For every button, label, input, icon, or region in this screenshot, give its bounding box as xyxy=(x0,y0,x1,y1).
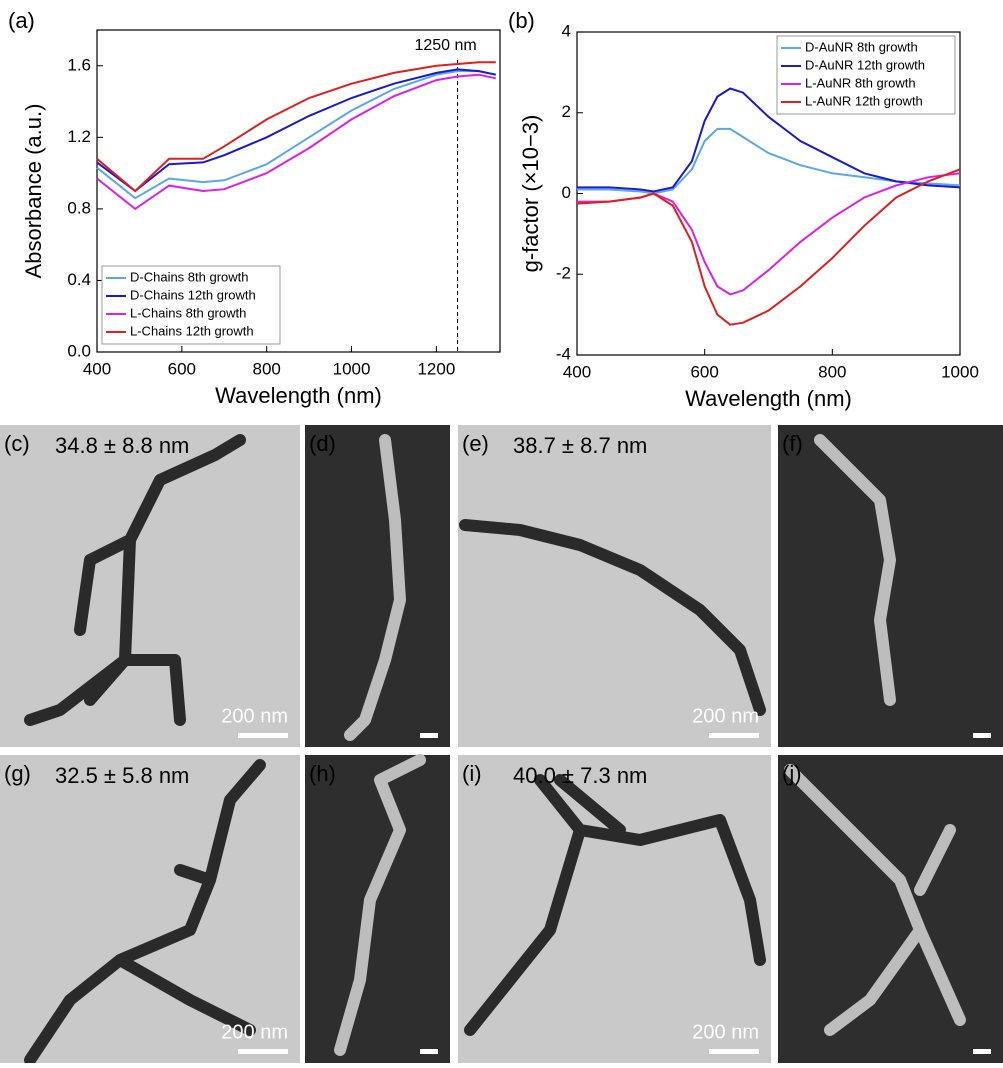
y-axis-label: Absorbance (a.u.) xyxy=(21,104,46,279)
legend-label: D-Chains 12th growth xyxy=(130,287,256,302)
nanorod-chain xyxy=(464,774,766,1036)
x-tick-label: 600 xyxy=(690,362,718,381)
measurement: 32.5 ± 5.8 nm xyxy=(55,763,189,788)
nanorod-chain xyxy=(24,759,266,1066)
scale-bar-label: 200 nm xyxy=(692,1021,759,1043)
y-axis-label: g-factor (×10−3) xyxy=(518,115,543,273)
scale-bar-label: 200 nm xyxy=(221,705,288,727)
scale-bar-label: 200 nm xyxy=(221,1021,288,1043)
data-line xyxy=(577,127,961,195)
x-tick-label: 600 xyxy=(168,359,196,378)
plot-frame xyxy=(96,29,501,353)
legend-label: D-AuNR 12th growth xyxy=(805,57,925,72)
nanorod-chain xyxy=(24,434,246,726)
panel-label: (j) xyxy=(782,761,802,786)
scale-bar xyxy=(973,1049,991,1054)
data-line xyxy=(96,61,496,193)
micrograph xyxy=(305,755,450,1063)
panel-label: (f) xyxy=(782,431,803,456)
y-tick-label: -4 xyxy=(556,344,571,363)
measurement: 34.8 ± 8.8 nm xyxy=(55,433,189,458)
x-axis-label: Wavelength (nm) xyxy=(685,386,852,411)
y-tick-label: 1.2 xyxy=(67,127,91,146)
micrograph xyxy=(458,425,771,747)
micrograph xyxy=(0,755,300,1063)
measurement: 38.7 ± 8.7 nm xyxy=(513,433,647,458)
x-tick-label: 400 xyxy=(563,362,591,381)
y-tick-label: 1.6 xyxy=(67,55,91,74)
legend-box xyxy=(776,35,956,115)
scale-bar xyxy=(420,1049,438,1054)
panel-label: (a) xyxy=(8,8,35,33)
scale-bar xyxy=(709,1049,759,1054)
scale-bar xyxy=(238,733,288,738)
panel-label: (i) xyxy=(462,761,482,786)
y-tick-label: 0.0 xyxy=(67,341,91,360)
nanorod-chain xyxy=(334,754,426,1056)
y-tick-label: 4 xyxy=(562,21,571,40)
x-tick-label: 800 xyxy=(252,359,280,378)
scale-bar xyxy=(420,733,438,738)
nanorod-chain xyxy=(814,434,896,706)
legend-label: L-AuNR 8th growth xyxy=(805,75,916,90)
data-line xyxy=(96,70,497,200)
x-tick-label: 800 xyxy=(818,362,846,381)
scale-bar xyxy=(973,733,991,738)
scale-bar-label: 200 nm xyxy=(692,705,759,727)
panel-label: (g) xyxy=(4,761,31,786)
measurement: 40.0 ± 7.3 nm xyxy=(513,763,647,788)
data-line xyxy=(576,168,961,326)
y-tick-label: 0.8 xyxy=(67,198,91,217)
x-axis-label: Wavelength (nm) xyxy=(215,383,382,408)
panel-label: (c) xyxy=(4,431,30,456)
nanorod-chain xyxy=(459,519,766,716)
panel-label: (h) xyxy=(309,761,336,786)
micrograph xyxy=(0,425,300,747)
legend-label: L-Chains 8th growth xyxy=(130,305,246,320)
x-tick-label: 1000 xyxy=(333,359,371,378)
legend-label: D-Chains 8th growth xyxy=(130,269,249,284)
panel-label: (b) xyxy=(508,8,535,33)
panel-label: (e) xyxy=(462,431,489,456)
x-tick-label: 400 xyxy=(83,359,111,378)
micrograph xyxy=(778,755,1003,1063)
legend-label: L-AuNR 12th growth xyxy=(805,93,923,108)
y-tick-label: -2 xyxy=(556,264,571,283)
data-line xyxy=(96,68,497,193)
nanorod-chain xyxy=(784,764,966,1036)
legend-label: D-AuNR 8th growth xyxy=(805,39,918,54)
annotation-text: 1250 nm xyxy=(414,37,476,54)
data-line xyxy=(577,87,961,193)
y-tick-label: 2 xyxy=(562,102,571,121)
x-tick-label: 1200 xyxy=(417,359,455,378)
nanorod-chain xyxy=(344,434,406,741)
y-tick-label: 0 xyxy=(562,183,571,202)
scale-bar xyxy=(709,733,759,738)
micrograph xyxy=(458,755,771,1063)
legend-label: L-Chains 12th growth xyxy=(130,323,254,338)
panel-label: (d) xyxy=(309,431,336,456)
legend-box xyxy=(101,265,281,345)
y-tick-label: 0.4 xyxy=(67,270,91,289)
data-line xyxy=(96,73,497,211)
scale-bar xyxy=(238,1049,288,1054)
x-tick-label: 1000 xyxy=(941,362,979,381)
